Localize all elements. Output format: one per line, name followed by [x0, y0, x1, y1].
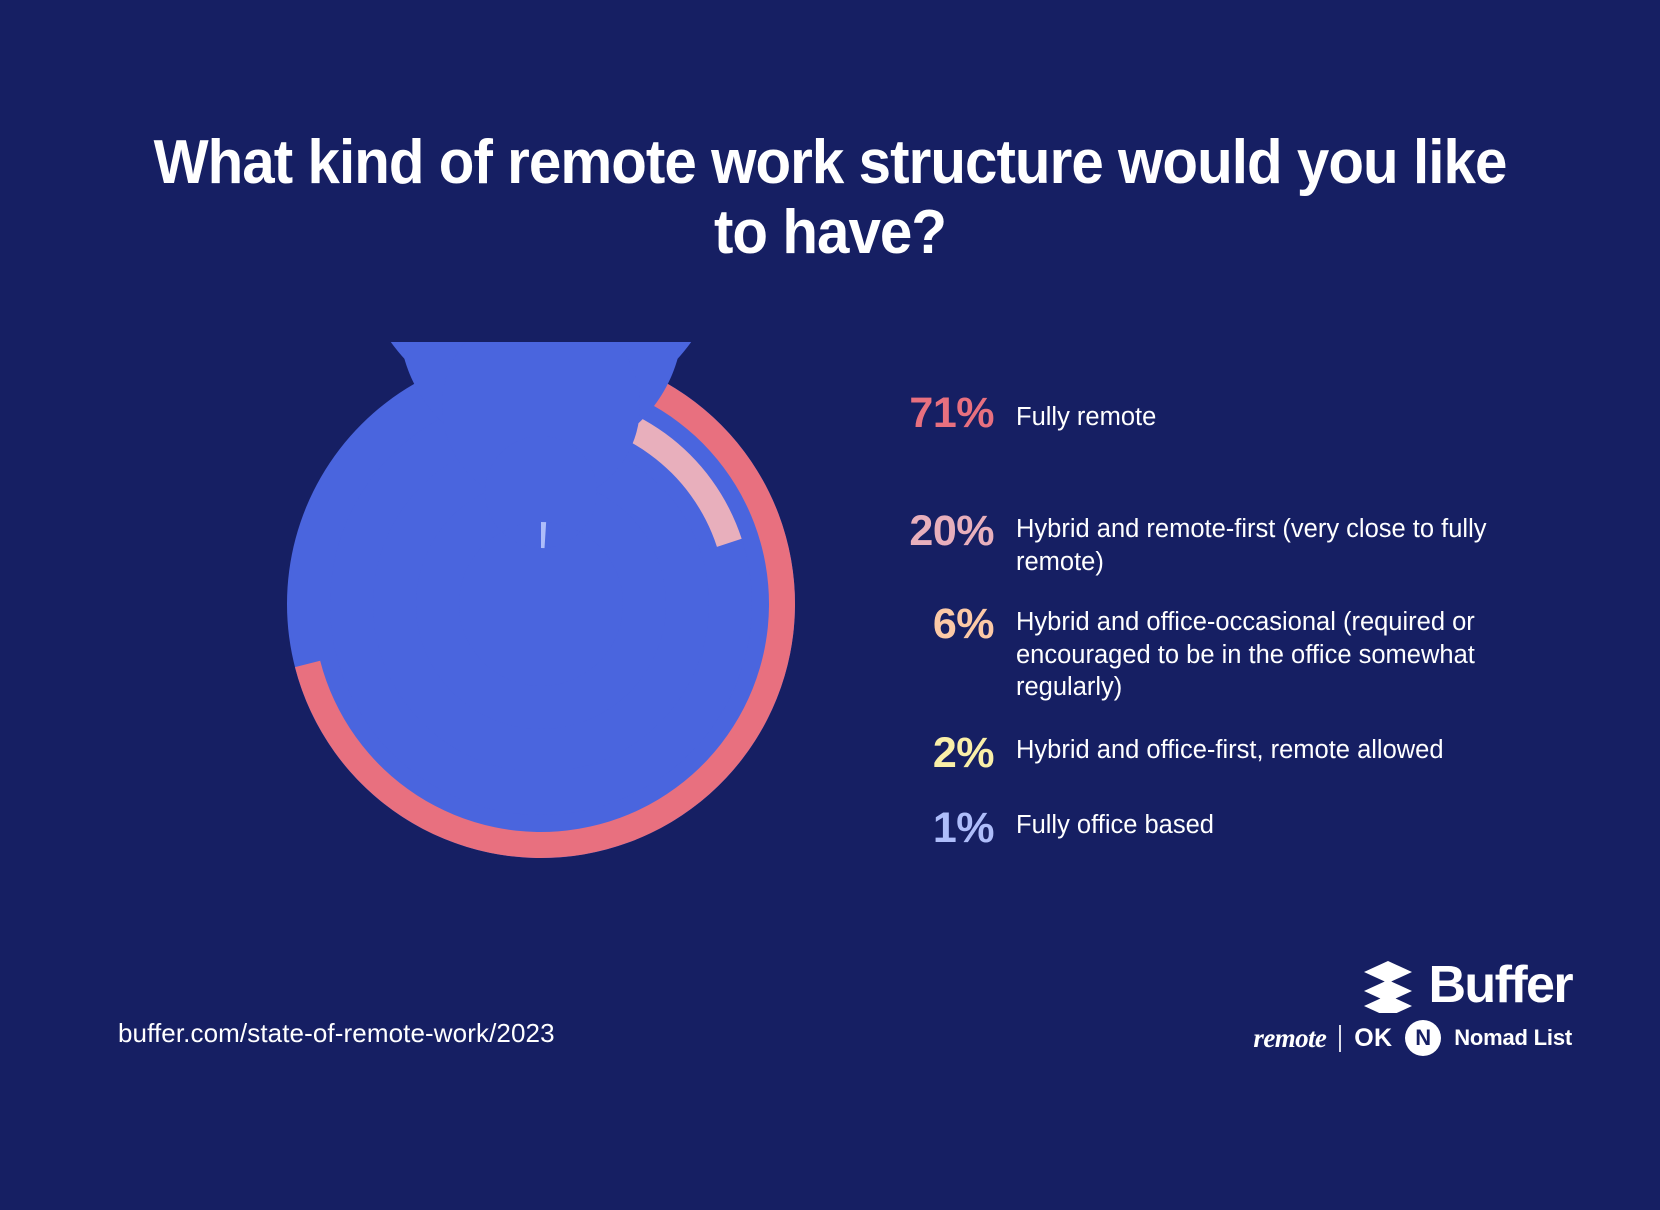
legend-label: Hybrid and remote-first (very close to f… [1016, 514, 1487, 576]
ring-value-arc [541, 522, 547, 549]
divider [1339, 1024, 1342, 1052]
nomad-badge-letter: N [1415, 1025, 1432, 1050]
radial-bar-chart [279, 342, 803, 866]
buffer-wordmark: Buffer [1428, 956, 1573, 1014]
legend-item: 6% Hybrid and office-occasional (require… [876, 599, 1496, 705]
ring-track [458, 436, 623, 686]
nomad-list-wordmark: Nomad List [1454, 1025, 1572, 1050]
buffer-logo-lockup: Buffer [1360, 956, 1574, 1014]
legend-label: Fully office based [1016, 811, 1214, 840]
legend-percent: 20% [909, 506, 994, 555]
chart-legend: 71% Fully remote 20% Hybrid and remote-f… [876, 389, 1496, 850]
legend-percent: 2% [932, 729, 995, 778]
legend-item: 20% Hybrid and remote-first (very close … [876, 506, 1496, 579]
radial-chart-svg [287, 342, 795, 858]
legend-label: Hybrid and office-first, remote allowed [1016, 736, 1444, 765]
legend-item: 71% Fully remote [876, 389, 1496, 437]
legend-percent: 1% [932, 804, 995, 853]
buffer-stack-icon [1364, 961, 1413, 1013]
legend-label: Hybrid and office-occasional (required o… [1016, 607, 1475, 702]
legend-item: 1% Fully office based [876, 801, 1496, 850]
page-title: What kind of remote work structure would… [153, 128, 1508, 268]
legend-item: 2% Hybrid and office-first, remote allow… [876, 726, 1496, 775]
remote-ok-wordmark: OK [1354, 1023, 1393, 1052]
nomad-list-icon: N [1405, 1020, 1442, 1056]
remote-wordmark: remote [1253, 1022, 1327, 1053]
legend-percent: 6% [932, 599, 995, 648]
legend-label: Fully remote [1016, 403, 1157, 431]
partner-logos: remote OK N Nomad List [1253, 1020, 1572, 1056]
legend-percent: 71% [909, 389, 994, 437]
brand-footer: Buffer remote OK N Nomad List [1152, 956, 1574, 1067]
source-url[interactable]: buffer.com/state-of-remote-work/2023 [118, 1018, 555, 1048]
